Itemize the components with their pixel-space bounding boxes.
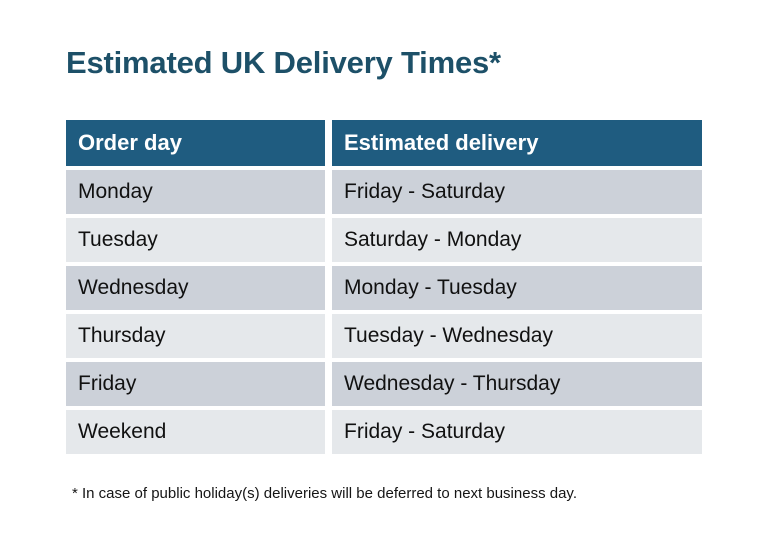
cell-estimated-delivery: Monday - Tuesday bbox=[332, 266, 702, 310]
table-header-row: Order day Estimated delivery bbox=[66, 120, 702, 166]
cell-order-day: Wednesday bbox=[66, 266, 325, 310]
table-row: Monday Friday - Saturday bbox=[66, 170, 702, 214]
page-title: Estimated UK Delivery Times* bbox=[66, 45, 501, 80]
cell-estimated-delivery: Saturday - Monday bbox=[332, 218, 702, 262]
cell-order-day: Monday bbox=[66, 170, 325, 214]
column-gap bbox=[325, 266, 332, 310]
cell-order-day: Tuesday bbox=[66, 218, 325, 262]
column-gap bbox=[325, 314, 332, 358]
table-row: Wednesday Monday - Tuesday bbox=[66, 266, 702, 310]
table-row: Tuesday Saturday - Monday bbox=[66, 218, 702, 262]
cell-order-day: Weekend bbox=[66, 410, 325, 454]
cell-estimated-delivery: Wednesday - Thursday bbox=[332, 362, 702, 406]
table-row: Thursday Tuesday - Wednesday bbox=[66, 314, 702, 358]
cell-order-day: Thursday bbox=[66, 314, 325, 358]
column-gap bbox=[325, 410, 332, 454]
column-gap bbox=[325, 362, 332, 406]
column-gap bbox=[325, 218, 332, 262]
column-gap bbox=[325, 170, 332, 214]
cell-estimated-delivery: Friday - Saturday bbox=[332, 170, 702, 214]
column-header-order-day: Order day bbox=[66, 120, 325, 166]
cell-estimated-delivery: Tuesday - Wednesday bbox=[332, 314, 702, 358]
footnote-text: * In case of public holiday(s) deliverie… bbox=[72, 485, 577, 502]
cell-estimated-delivery: Friday - Saturday bbox=[332, 410, 702, 454]
table-row: Friday Wednesday - Thursday bbox=[66, 362, 702, 406]
delivery-times-table: Order day Estimated delivery Monday Frid… bbox=[66, 120, 702, 454]
column-header-estimated-delivery: Estimated delivery bbox=[332, 120, 702, 166]
column-gap bbox=[325, 120, 332, 166]
table-row: Weekend Friday - Saturday bbox=[66, 410, 702, 454]
cell-order-day: Friday bbox=[66, 362, 325, 406]
